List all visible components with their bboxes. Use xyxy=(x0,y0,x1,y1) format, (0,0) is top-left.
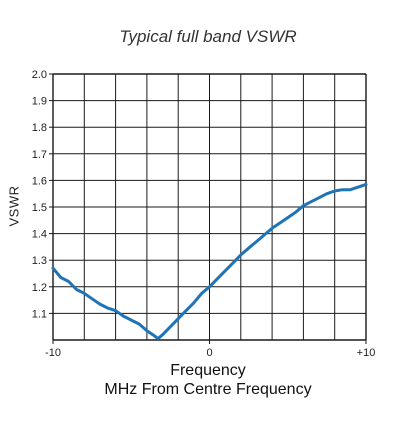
y-tick-label: 1.6 xyxy=(32,175,47,187)
vswr-series-line xyxy=(51,182,368,341)
x-axis-sublabel: MHz From Centre Frequency xyxy=(104,381,312,398)
y-tick-label: 1.4 xyxy=(32,229,47,241)
y-tick-label: 1.5 xyxy=(32,202,47,214)
y-tick-label: 1.8 xyxy=(32,122,47,134)
y-tick-label: 2.0 xyxy=(32,69,47,81)
chart-title: Typical full band VSWR xyxy=(119,27,297,46)
y-tick-label: 1.3 xyxy=(32,255,47,267)
y-tick-label: 1.1 xyxy=(32,308,47,320)
y-tick-label: 1.9 xyxy=(32,96,47,108)
x-axis-label: Frequency xyxy=(170,362,246,379)
y-tick-label: 1.7 xyxy=(32,149,47,161)
x-tick-label: +10 xyxy=(357,347,376,359)
x-tick-label: -10 xyxy=(45,347,61,359)
x-tick-label: 0 xyxy=(206,347,212,359)
y-tick-label: 1.2 xyxy=(32,282,47,294)
